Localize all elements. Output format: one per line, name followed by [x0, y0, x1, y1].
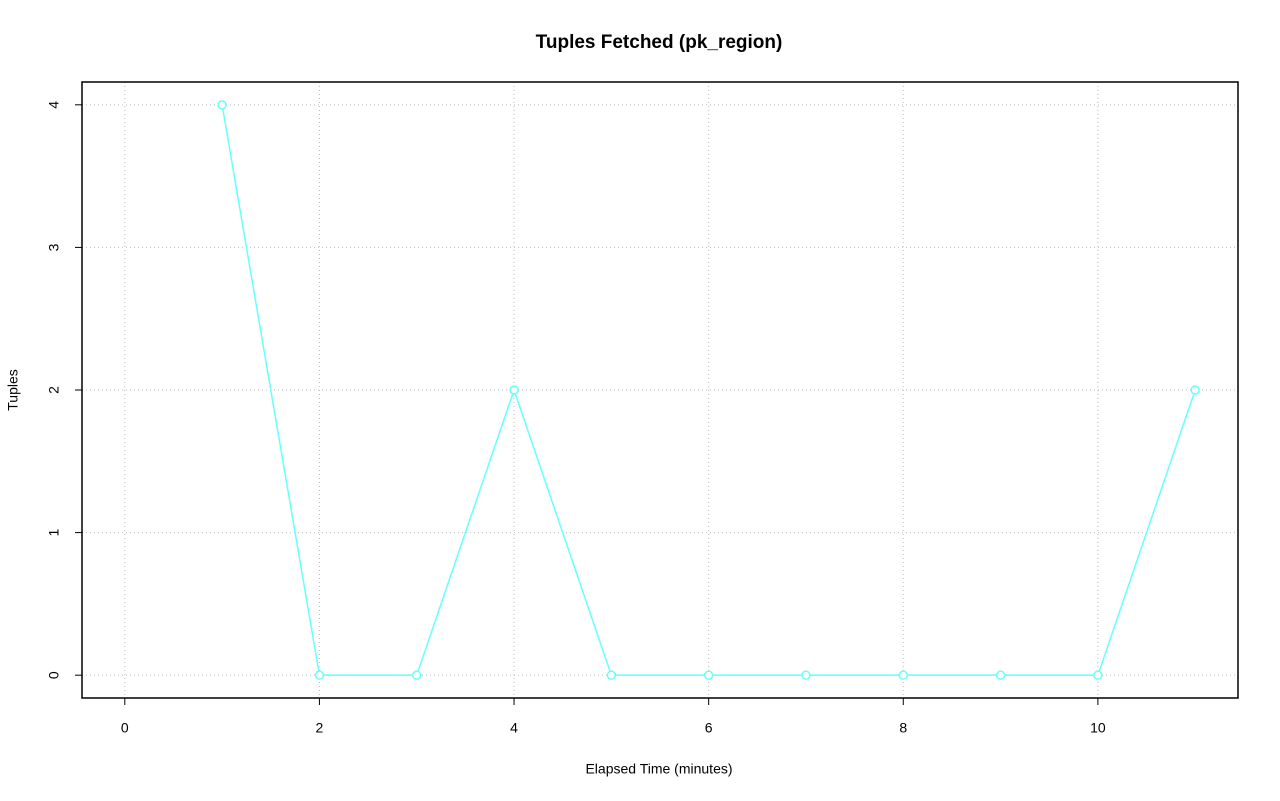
x-tick-label: 2: [316, 720, 324, 736]
data-point: [703, 670, 714, 680]
y-tick-label: 1: [46, 528, 62, 536]
y-axis-label: Tuples: [5, 369, 21, 411]
data-point: [606, 670, 617, 680]
plot-frame: [81, 81, 1239, 699]
x-tick-label: 0: [121, 720, 129, 736]
data-point: [995, 670, 1006, 680]
data-point: [898, 670, 909, 680]
data-point: [1093, 670, 1103, 680]
x-axis-label: Elapsed Time (minutes): [585, 761, 732, 777]
data-point: [509, 385, 519, 395]
x-tick-label: 6: [705, 720, 713, 736]
data-point: [217, 100, 227, 110]
data-point: [314, 670, 325, 680]
y-tick-label: 4: [46, 101, 62, 109]
data-point: [801, 670, 811, 680]
x-tick-label: 4: [510, 720, 518, 736]
chart-title: Tuples Fetched (pk_region): [536, 32, 783, 53]
x-tick-label: 8: [899, 720, 907, 736]
data-point: [1190, 385, 1200, 395]
x-tick-label: 10: [1090, 720, 1106, 736]
data-point: [411, 670, 422, 680]
y-tick-label: 3: [46, 243, 62, 251]
y-tick-label: 0: [46, 671, 62, 679]
y-tick-label: 2: [46, 386, 62, 394]
